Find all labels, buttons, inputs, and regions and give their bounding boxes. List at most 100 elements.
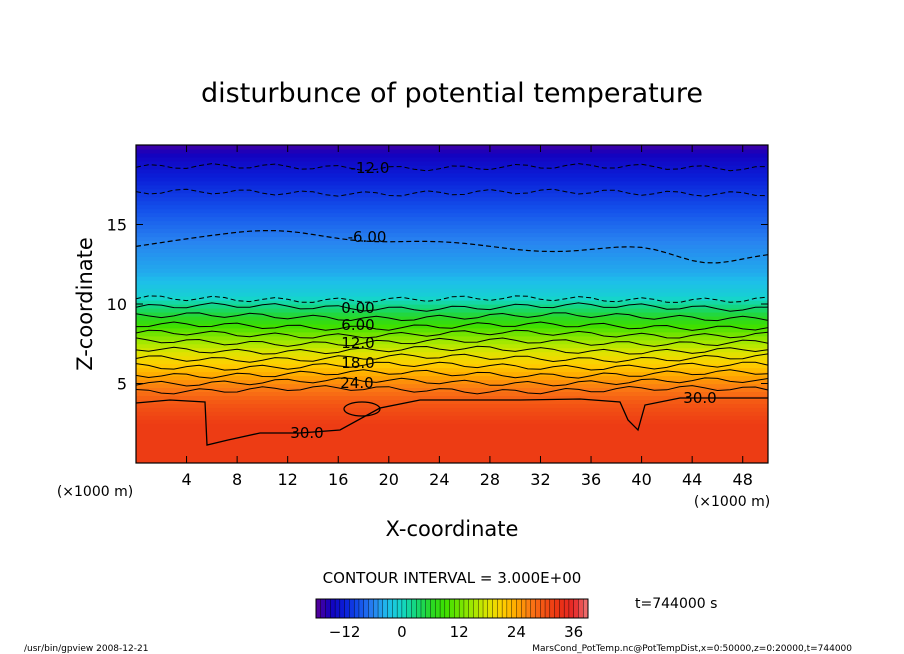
heatmap-band: [136, 335, 768, 341]
heatmap-band: [136, 184, 768, 190]
heatmap-band: [136, 407, 768, 412]
colorbar-cell: [339, 598, 346, 619]
colorbar-cell: [463, 598, 470, 619]
colorbar-cell: [320, 598, 327, 619]
contour-line-negative: [136, 163, 768, 172]
colorbar-cell: [530, 598, 537, 619]
contour-label: -6.00: [348, 228, 387, 246]
colorbar-cell: [325, 598, 331, 619]
colorbar-cell: [525, 598, 532, 619]
heatmap-band: [136, 355, 768, 361]
heatmap-band: [136, 145, 768, 150]
heatmap-band: [136, 423, 768, 428]
heatmap-band: [136, 216, 768, 222]
heatmap-band: [136, 204, 768, 210]
heatmap-band: [136, 292, 768, 297]
x-tick-label: 20: [379, 470, 399, 489]
colorbar-cell: [554, 598, 560, 619]
heatmap-band: [136, 359, 768, 365]
contour-label: 0.00: [341, 299, 374, 317]
contour-line-positive: [136, 353, 768, 363]
heatmap-band: [136, 399, 768, 404]
heatmap-band: [136, 403, 768, 408]
heatmap-band: [136, 172, 768, 178]
heatmap-band: [136, 260, 768, 265]
colorbar-cell: [435, 598, 441, 619]
contour-line-positive: [136, 312, 768, 322]
contour-line-positive: [136, 337, 768, 347]
x-tick-label: 4: [181, 470, 191, 489]
heatmap-band: [136, 264, 768, 269]
colorbar-cell: [520, 598, 527, 619]
colorbar-tick-label: 24: [507, 623, 526, 641]
colorbar-cell: [439, 598, 446, 619]
heatmap-band: [136, 327, 768, 333]
heatmap-band: [136, 244, 768, 249]
heatmap-band: [136, 411, 768, 416]
colorbar-cell: [559, 598, 565, 619]
y-tick-label: 10: [107, 295, 127, 314]
heatmap-band: [136, 252, 768, 257]
x-axis-title: X-coordinate: [386, 517, 519, 541]
x-tick-label: 12: [278, 470, 298, 489]
colorbar-cell: [377, 598, 384, 619]
colorbar-cell: [473, 598, 479, 619]
heatmap-band: [136, 148, 768, 154]
contour-line-positive: [136, 397, 768, 446]
heatmap-band: [136, 419, 768, 424]
colorbar-cell: [478, 598, 484, 619]
y-axis-title: Z-coordinate: [73, 237, 97, 371]
heatmap-band: [136, 343, 768, 349]
footer-right: MarsCond_PotTemp.nc@PotTempDist,x=0:5000…: [532, 644, 852, 654]
contour-lines: [136, 163, 768, 446]
heatmap-field: [136, 145, 768, 463]
heatmap-band: [136, 228, 768, 234]
colorbar-cell: [573, 598, 579, 619]
colorbar-tick-label: 12: [450, 623, 469, 641]
colorbar-cell: [396, 598, 403, 619]
heatmap-band: [136, 331, 768, 337]
contour-label: 6.00: [341, 316, 374, 334]
contour-line-positive: [136, 345, 768, 355]
heatmap-band: [136, 176, 768, 182]
x-tick-label: 8: [232, 470, 242, 489]
heatmap-band: [136, 311, 768, 317]
heatmap-band: [136, 371, 768, 377]
heatmap-band: [136, 427, 768, 432]
heatmap-band: [136, 156, 768, 162]
colorbar-cell: [544, 598, 551, 619]
heatmap-band: [136, 288, 768, 293]
colorbar-cell: [368, 598, 374, 619]
colorbar-cell: [506, 598, 513, 619]
colorbar-cell: [411, 598, 417, 619]
colorbar-cell: [535, 598, 541, 619]
colorbar-cell: [497, 598, 503, 619]
colorbar-cell: [501, 598, 508, 619]
heatmap-band: [136, 256, 768, 261]
colorbar-cell: [363, 598, 369, 619]
heatmap-band: [136, 351, 768, 357]
footer-left: /usr/bin/gpview 2008-12-21: [24, 644, 148, 654]
x-unit-left: (×1000 m): [57, 484, 133, 500]
heatmap-band: [136, 451, 768, 456]
colorbar-tick-label: 36: [564, 623, 583, 641]
heatmap-band: [136, 268, 768, 273]
y-tick-label: 5: [117, 375, 127, 394]
heatmap-band: [136, 212, 768, 218]
heatmap-band: [136, 196, 768, 202]
heatmap-band: [136, 439, 768, 444]
heatmap-band: [136, 447, 768, 452]
colorbar-cell: [315, 598, 322, 619]
colorbar-cell: [358, 598, 365, 619]
contour-labels: -12.0 -6.00 0.00 6.00 12.0 18.0 24.0 30.…: [290, 159, 716, 442]
heatmap-band: [136, 220, 768, 226]
contour-line-positive: [136, 369, 768, 379]
heatmap-band: [136, 391, 768, 397]
heatmap-band: [136, 296, 768, 301]
heatmap-band: [136, 160, 768, 166]
contour-line-negative: [136, 295, 768, 303]
x-tick-label: 16: [328, 470, 348, 489]
heatmap-band: [136, 307, 768, 313]
heatmap-band: [136, 315, 768, 321]
